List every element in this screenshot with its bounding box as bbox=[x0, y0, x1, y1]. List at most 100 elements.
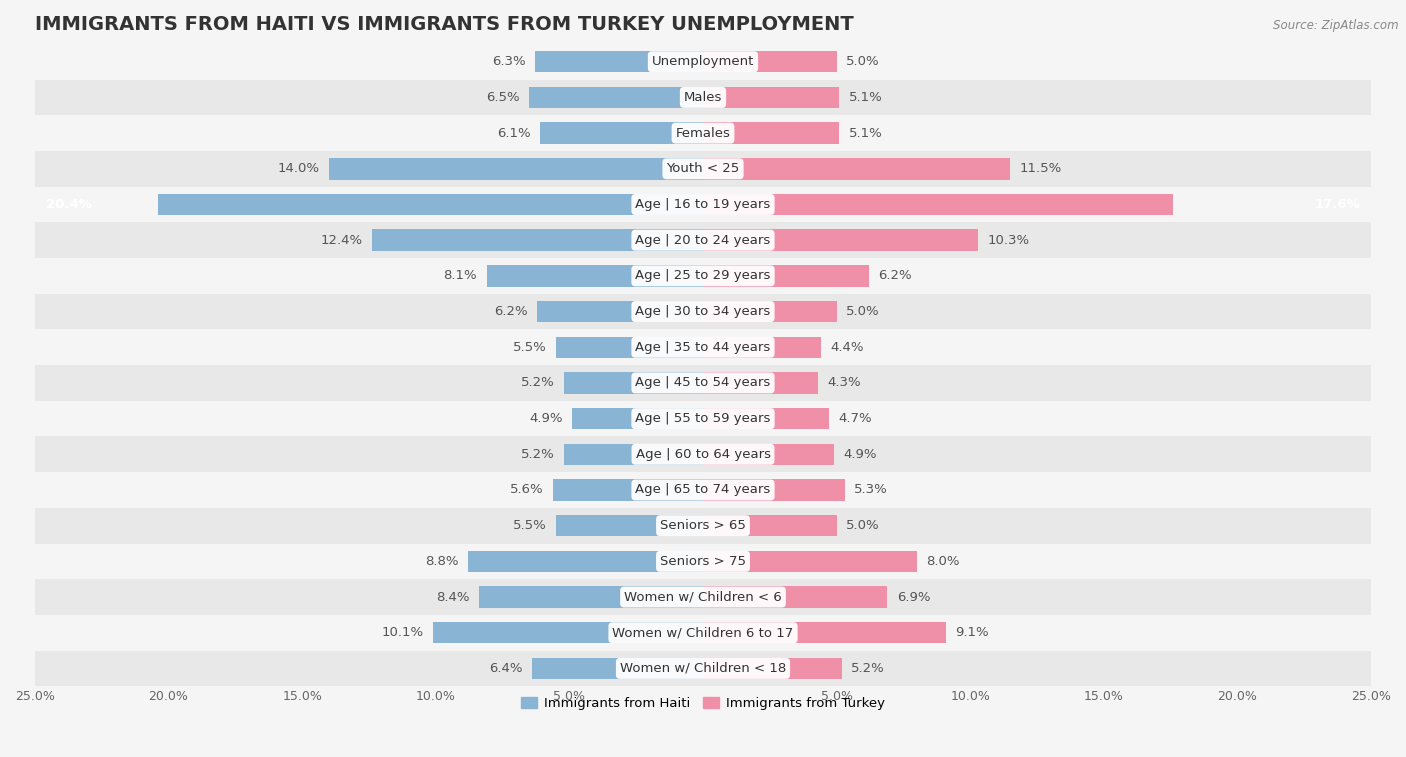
Bar bbox=[35, 615, 1371, 650]
Bar bbox=[703, 265, 869, 287]
Bar bbox=[468, 550, 703, 572]
Bar bbox=[35, 544, 1371, 579]
Bar bbox=[564, 372, 703, 394]
Text: Age | 30 to 34 years: Age | 30 to 34 years bbox=[636, 305, 770, 318]
Bar bbox=[572, 408, 703, 429]
Text: 6.1%: 6.1% bbox=[496, 126, 530, 139]
Text: 5.2%: 5.2% bbox=[851, 662, 884, 675]
Text: Females: Females bbox=[675, 126, 731, 139]
Text: 20.4%: 20.4% bbox=[45, 198, 91, 211]
Bar bbox=[531, 658, 703, 679]
Text: Unemployment: Unemployment bbox=[652, 55, 754, 68]
Bar bbox=[478, 587, 703, 608]
Bar bbox=[703, 550, 917, 572]
Bar bbox=[703, 515, 837, 537]
Bar bbox=[35, 187, 1371, 223]
Text: 12.4%: 12.4% bbox=[321, 234, 363, 247]
Text: 6.9%: 6.9% bbox=[897, 590, 931, 603]
Bar bbox=[703, 158, 1011, 179]
Bar bbox=[35, 650, 1371, 687]
Text: Age | 45 to 54 years: Age | 45 to 54 years bbox=[636, 376, 770, 389]
Bar bbox=[537, 301, 703, 322]
Text: Women w/ Children < 6: Women w/ Children < 6 bbox=[624, 590, 782, 603]
Text: IMMIGRANTS FROM HAITI VS IMMIGRANTS FROM TURKEY UNEMPLOYMENT: IMMIGRANTS FROM HAITI VS IMMIGRANTS FROM… bbox=[35, 15, 853, 34]
Bar bbox=[703, 123, 839, 144]
Bar bbox=[554, 479, 703, 500]
Bar bbox=[35, 365, 1371, 400]
Text: Age | 60 to 64 years: Age | 60 to 64 years bbox=[636, 448, 770, 461]
Text: 14.0%: 14.0% bbox=[277, 162, 319, 176]
Bar bbox=[157, 194, 703, 215]
Bar bbox=[540, 123, 703, 144]
Text: 6.5%: 6.5% bbox=[486, 91, 520, 104]
Bar bbox=[703, 301, 837, 322]
Text: 5.3%: 5.3% bbox=[853, 484, 887, 497]
Bar bbox=[35, 437, 1371, 472]
Bar bbox=[534, 51, 703, 73]
Bar bbox=[703, 444, 834, 465]
Bar bbox=[329, 158, 703, 179]
Bar bbox=[486, 265, 703, 287]
Bar bbox=[35, 508, 1371, 544]
Text: 5.2%: 5.2% bbox=[522, 448, 555, 461]
Bar bbox=[703, 622, 946, 643]
Bar bbox=[371, 229, 703, 251]
Text: 4.9%: 4.9% bbox=[529, 412, 562, 425]
Bar bbox=[35, 44, 1371, 79]
Text: 5.5%: 5.5% bbox=[513, 519, 547, 532]
Text: 5.1%: 5.1% bbox=[849, 126, 883, 139]
Bar bbox=[703, 587, 887, 608]
Text: Males: Males bbox=[683, 91, 723, 104]
Bar bbox=[703, 479, 845, 500]
Legend: Immigrants from Haiti, Immigrants from Turkey: Immigrants from Haiti, Immigrants from T… bbox=[516, 691, 890, 715]
Bar bbox=[529, 87, 703, 108]
Bar bbox=[35, 400, 1371, 437]
Bar bbox=[555, 515, 703, 537]
Text: 5.0%: 5.0% bbox=[846, 305, 880, 318]
Text: 6.2%: 6.2% bbox=[495, 305, 529, 318]
Text: Women w/ Children < 18: Women w/ Children < 18 bbox=[620, 662, 786, 675]
Text: 11.5%: 11.5% bbox=[1019, 162, 1062, 176]
Bar bbox=[35, 151, 1371, 187]
Text: 10.3%: 10.3% bbox=[987, 234, 1029, 247]
Text: Seniors > 65: Seniors > 65 bbox=[659, 519, 747, 532]
Text: Women w/ Children 6 to 17: Women w/ Children 6 to 17 bbox=[613, 626, 793, 639]
Bar bbox=[703, 229, 979, 251]
Text: 4.9%: 4.9% bbox=[844, 448, 877, 461]
Bar bbox=[703, 87, 839, 108]
Bar bbox=[703, 372, 818, 394]
Text: 4.4%: 4.4% bbox=[830, 341, 863, 354]
Bar bbox=[555, 337, 703, 358]
Bar bbox=[703, 408, 828, 429]
Text: 9.1%: 9.1% bbox=[956, 626, 990, 639]
Text: Age | 20 to 24 years: Age | 20 to 24 years bbox=[636, 234, 770, 247]
Bar bbox=[35, 115, 1371, 151]
Text: Youth < 25: Youth < 25 bbox=[666, 162, 740, 176]
Text: 4.7%: 4.7% bbox=[838, 412, 872, 425]
Text: 5.0%: 5.0% bbox=[846, 55, 880, 68]
Text: Age | 65 to 74 years: Age | 65 to 74 years bbox=[636, 484, 770, 497]
Text: 4.3%: 4.3% bbox=[827, 376, 860, 389]
Bar bbox=[35, 294, 1371, 329]
Text: Age | 16 to 19 years: Age | 16 to 19 years bbox=[636, 198, 770, 211]
Bar bbox=[703, 658, 842, 679]
Text: 8.0%: 8.0% bbox=[927, 555, 960, 568]
Text: 5.6%: 5.6% bbox=[510, 484, 544, 497]
Bar bbox=[35, 79, 1371, 115]
Bar bbox=[703, 51, 837, 73]
Bar bbox=[35, 472, 1371, 508]
Bar bbox=[564, 444, 703, 465]
Text: 10.1%: 10.1% bbox=[381, 626, 423, 639]
Text: 5.1%: 5.1% bbox=[849, 91, 883, 104]
Text: 6.4%: 6.4% bbox=[489, 662, 523, 675]
Text: Age | 55 to 59 years: Age | 55 to 59 years bbox=[636, 412, 770, 425]
Text: 8.1%: 8.1% bbox=[443, 269, 477, 282]
Text: Source: ZipAtlas.com: Source: ZipAtlas.com bbox=[1274, 19, 1399, 32]
Text: 8.4%: 8.4% bbox=[436, 590, 470, 603]
Text: 5.5%: 5.5% bbox=[513, 341, 547, 354]
Text: 6.2%: 6.2% bbox=[877, 269, 911, 282]
Bar bbox=[35, 329, 1371, 365]
Text: 6.3%: 6.3% bbox=[492, 55, 526, 68]
Bar bbox=[433, 622, 703, 643]
Bar bbox=[703, 337, 821, 358]
